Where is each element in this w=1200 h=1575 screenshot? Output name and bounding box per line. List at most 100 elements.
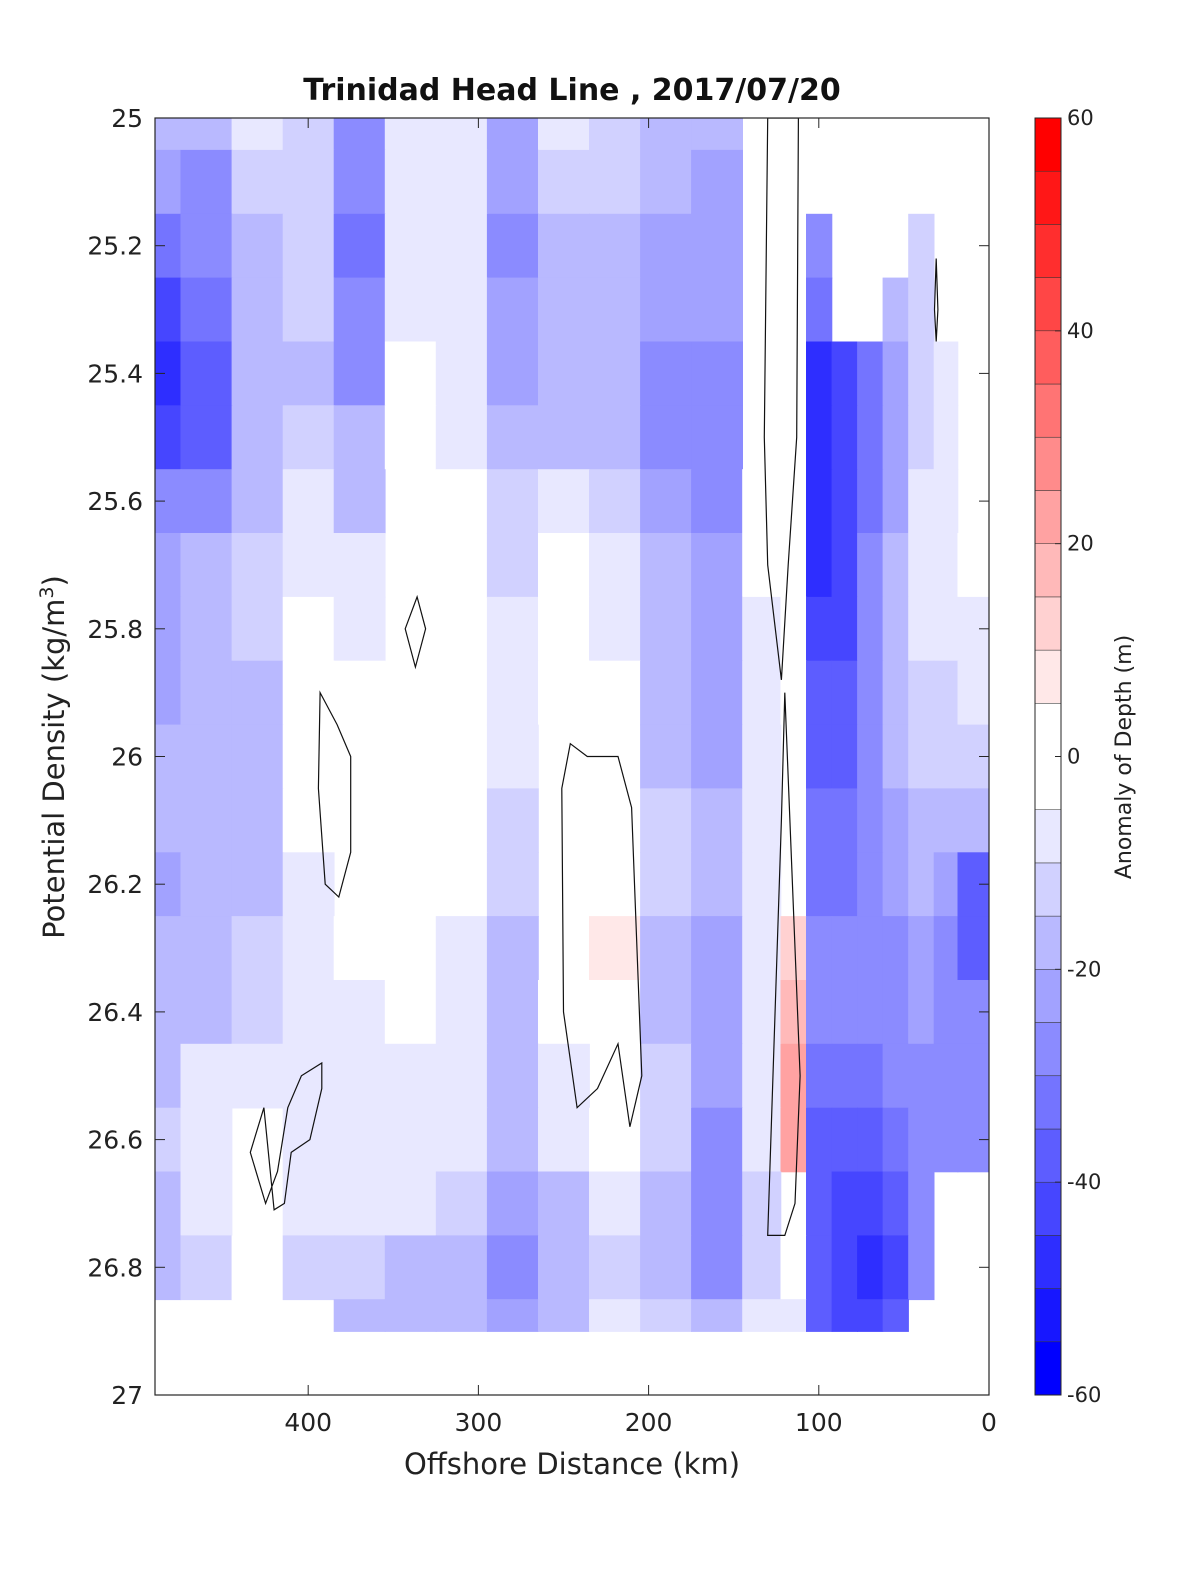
field-cell [180,341,233,407]
field-cell [180,1235,233,1301]
field-cell [435,1299,488,1332]
field-cell [742,788,782,853]
field-cell [806,1043,833,1109]
field-cell [806,596,833,662]
field-cell [231,213,284,279]
field-cell [486,1043,539,1109]
field-cell [589,405,641,470]
field-cell [282,852,335,917]
field-cell [831,788,858,853]
field-cell [933,724,959,790]
field-cell [231,660,284,726]
field-cell [691,916,743,981]
field-cell [589,118,641,151]
field-cell [742,533,782,598]
field-cell [180,405,233,470]
field-cell [908,980,935,1045]
field-cell [486,852,539,917]
field-cell [742,469,782,534]
field-cell [691,277,743,343]
field-cell [806,213,833,279]
colorbar-tick-label: 40 [1067,319,1094,343]
field-cell [231,980,284,1045]
field-cell [538,341,590,407]
field-cell [589,277,641,343]
field-cell [640,118,692,151]
field-cell [933,1107,959,1173]
field-cell [857,469,884,534]
field-cell [435,852,488,917]
field-cell [640,724,692,790]
field-cell [333,341,386,407]
colorbar-band [1034,596,1062,651]
field-cell [155,118,182,151]
y-axis: 25 25.2 25.4 25.6 25.8 26 26.2 26.4 26.6 26.8 27 [87,104,989,1410]
field-cell [538,660,590,726]
field-cell [882,852,909,917]
colorbar-band [1034,1288,1062,1343]
field-cell [831,1107,858,1173]
field-cell [691,1299,743,1332]
field-cell [180,469,233,534]
anomaly-field [155,118,989,1332]
field-cell [155,660,182,726]
field-cell [857,788,884,853]
field-cell [589,469,641,534]
field-cell [857,596,884,662]
y-tick-label: 26.8 [87,1253,143,1282]
field-cell [435,405,488,470]
field-cell [640,916,692,981]
field-cell [486,980,539,1045]
field-cell [691,533,743,598]
field-cell [333,118,386,151]
field-cell [231,724,284,790]
field-cell [806,980,833,1045]
field-cell [640,1043,692,1109]
field-cell [806,469,833,534]
field-cell [282,980,335,1045]
field-cell [640,405,692,470]
colorbar-band [1034,330,1062,385]
field-cell [538,1107,590,1173]
field-cell [231,596,284,662]
field-cell [806,660,833,726]
field-cell [691,1235,743,1301]
field-cell [691,469,743,534]
field-cell [180,788,233,853]
field-cell [384,1235,437,1301]
field-cell [384,980,437,1045]
field-cell [486,277,539,343]
y-axis-label: Potential Density (kg/m3) [36,575,71,939]
field-cell [882,405,909,470]
field-cell [742,1043,782,1109]
field-cell [957,1043,989,1109]
field-cell [486,724,539,790]
field-cell [933,980,959,1045]
field-cell [957,788,989,853]
colorbar-band [1034,649,1062,704]
field-cell [384,149,437,215]
field-cell [640,596,692,662]
field-cell [882,1299,909,1332]
field-cell [691,788,743,853]
field-cell [640,1299,692,1332]
colorbar-tick-label: -20 [1067,957,1101,981]
field-cell [333,1107,386,1173]
field-cell [538,1043,590,1109]
field-cell [538,1171,590,1237]
field-cell [742,1299,782,1332]
y-tick-label: 26.4 [87,998,143,1027]
field-cell [435,341,488,407]
field-cell [384,341,437,407]
field-cell [691,341,743,407]
field-cell [486,1235,539,1301]
field-cell [282,277,335,343]
field-cell [831,1299,858,1332]
field-cell [908,1107,935,1173]
field-cell [435,277,488,343]
field-cell [908,1043,935,1109]
field-cell [155,916,182,981]
colorbar-band [1034,543,1062,598]
field-cell [882,916,909,981]
field-cell [908,533,935,598]
